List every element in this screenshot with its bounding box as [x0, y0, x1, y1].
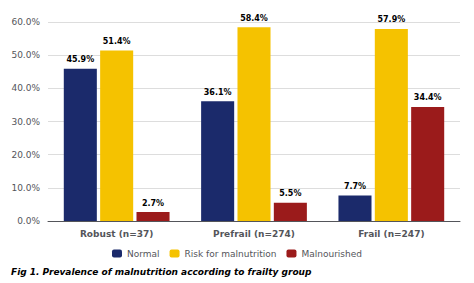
- svg-text:Risk for malnutrition: Risk for malnutrition: [185, 249, 277, 259]
- svg-text:7.7%: 7.7%: [344, 182, 366, 191]
- svg-text:57.9%: 57.9%: [377, 15, 405, 24]
- svg-text:58.4%: 58.4%: [240, 14, 268, 23]
- svg-text:2.7%: 2.7%: [142, 199, 164, 208]
- svg-text:0.0%: 0.0%: [17, 216, 40, 226]
- svg-text:Fig 1. Prevalence of malnutrit: Fig 1. Prevalence of malnutrition accord…: [11, 267, 312, 277]
- svg-text:36.1%: 36.1%: [204, 88, 232, 97]
- svg-text:34.4%: 34.4%: [414, 93, 442, 102]
- svg-text:Prefrail (n=274): Prefrail (n=274): [213, 229, 295, 239]
- svg-text:5.5%: 5.5%: [279, 189, 301, 198]
- svg-text:60.0%: 60.0%: [11, 17, 40, 27]
- svg-text:10.0%: 10.0%: [11, 183, 40, 193]
- svg-text:Frail (n=247): Frail (n=247): [358, 229, 424, 239]
- svg-text:40.0%: 40.0%: [11, 83, 40, 93]
- svg-text:50.0%: 50.0%: [11, 50, 40, 60]
- svg-text:30.0%: 30.0%: [11, 117, 40, 127]
- svg-text:51.4%: 51.4%: [103, 37, 131, 46]
- svg-text:20.0%: 20.0%: [11, 150, 40, 160]
- svg-text:45.9%: 45.9%: [66, 55, 94, 64]
- svg-text:Robust (n=37): Robust (n=37): [80, 229, 153, 239]
- svg-text:Normal: Normal: [127, 249, 160, 259]
- svg-text:Malnourished: Malnourished: [301, 249, 362, 259]
